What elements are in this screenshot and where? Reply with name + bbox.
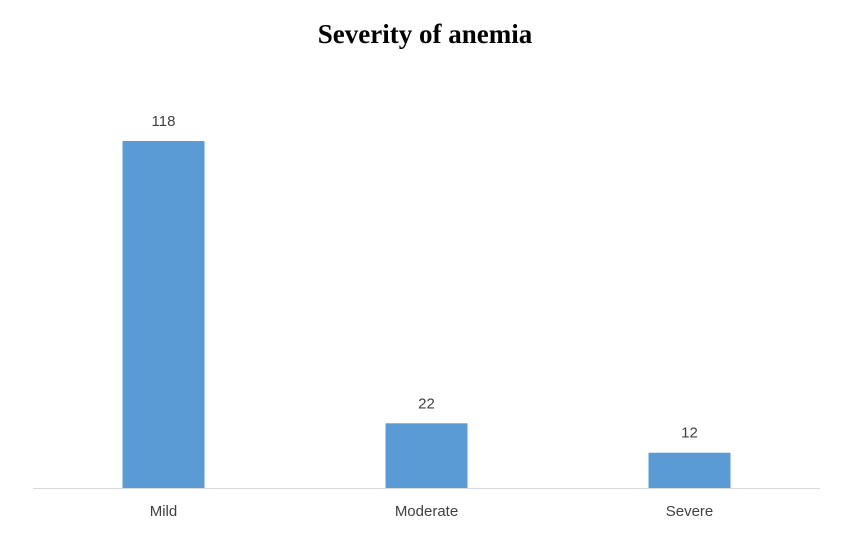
bar <box>648 452 731 488</box>
data-label: 22 <box>418 395 435 412</box>
x-tick-label: Severe <box>666 503 714 520</box>
chart-title: Severity of anemia <box>318 19 533 49</box>
bar <box>122 141 205 488</box>
x-tick-label: Moderate <box>395 503 458 520</box>
bar <box>385 423 468 488</box>
x-tick-label: Mild <box>150 503 178 520</box>
data-label: 12 <box>681 425 698 442</box>
data-label: 118 <box>152 113 176 130</box>
